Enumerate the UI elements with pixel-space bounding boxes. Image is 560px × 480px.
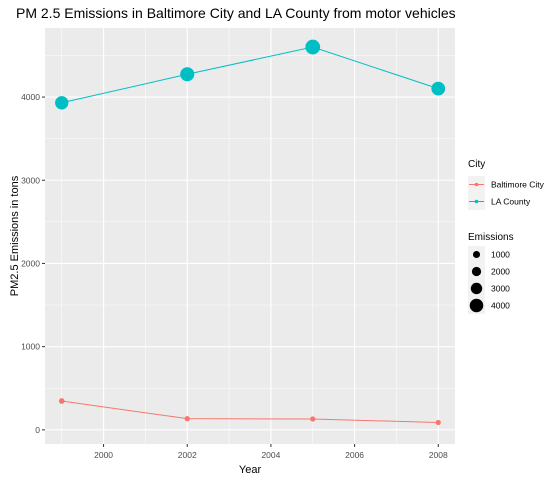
plot-panel xyxy=(45,28,455,444)
legend-size-point xyxy=(470,282,483,295)
y-tick-label: 1000 xyxy=(21,342,40,352)
legend-key-point xyxy=(474,182,479,187)
legend-key-point xyxy=(474,199,479,204)
grid xyxy=(45,28,455,444)
legend-label: Baltimore City xyxy=(491,180,545,190)
data-point xyxy=(431,81,446,96)
chart-title: PM 2.5 Emissions in Baltimore City and L… xyxy=(16,5,456,21)
legend-size-label: 3000 xyxy=(491,284,510,294)
y-tick-label: 3000 xyxy=(21,175,40,185)
legend-size-label: 2000 xyxy=(491,267,510,277)
x-tick-label: 2002 xyxy=(178,450,197,460)
legend-city: City Baltimore City LA County xyxy=(468,159,545,210)
legend-label: LA County xyxy=(491,197,531,207)
data-point xyxy=(184,416,190,422)
data-point xyxy=(58,398,65,404)
y-tick-label: 4000 xyxy=(21,92,40,102)
data-point xyxy=(55,96,69,110)
x-tick-label: 2000 xyxy=(94,450,113,460)
axes: 2000 2002 2004 2006 2008 0 1000 2000 3000 4000 xyxy=(21,92,448,460)
legend-emissions-title: Emissions xyxy=(468,232,514,243)
x-tick-label: 2006 xyxy=(345,450,364,460)
series-line xyxy=(61,46,439,104)
legend-size-label: 4000 xyxy=(491,301,510,311)
x-tick-label: 2004 xyxy=(261,450,280,460)
legend-city-title: City xyxy=(468,159,485,170)
legend-emissions: Emissions 1000 2000 3000 4000 xyxy=(468,232,514,314)
data-point xyxy=(180,67,195,82)
y-axis-title: PM2.5 Emissions in tons xyxy=(9,175,21,296)
x-tick-label: 2008 xyxy=(429,450,448,460)
data-point xyxy=(305,39,321,55)
data-point xyxy=(435,419,441,426)
y-tick-label: 2000 xyxy=(21,258,40,268)
series-line xyxy=(61,400,439,424)
x-axis-title: Year xyxy=(239,464,262,476)
data-point xyxy=(310,416,316,422)
legend-size-label: 1000 xyxy=(491,250,510,260)
series-0 xyxy=(58,398,441,426)
series-1 xyxy=(55,39,446,110)
series-layer xyxy=(55,39,446,426)
y-tick-label: 0 xyxy=(35,425,40,435)
legend-size-point xyxy=(471,266,482,277)
legend-size-point xyxy=(469,298,484,313)
legend-size-point xyxy=(472,250,481,259)
